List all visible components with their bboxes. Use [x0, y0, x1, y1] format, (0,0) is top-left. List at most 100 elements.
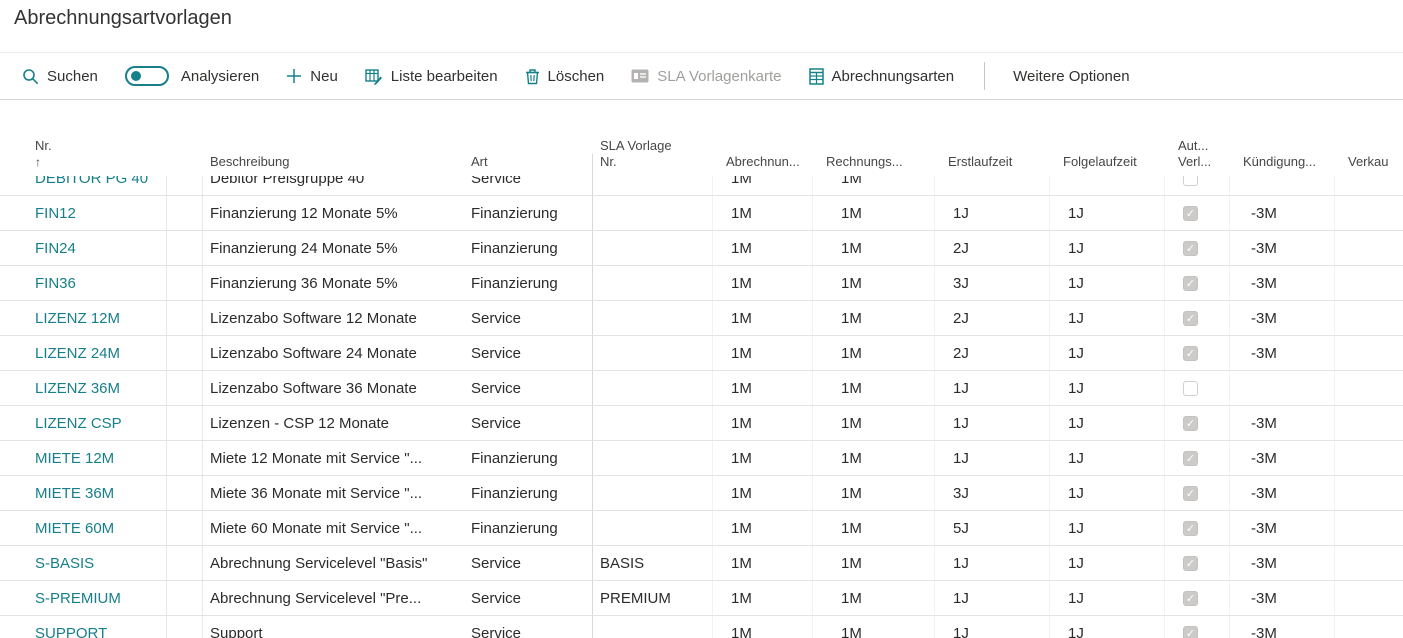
table-row[interactable]: S-PREMIUM Abrechnung Servicelevel "Pre..… — [0, 581, 1403, 616]
table-row[interactable]: LIZENZ 12M Lizenzabo Software 12 Monate … — [0, 301, 1403, 336]
table-row[interactable]: FIN24 Finanzierung 24 Monate 5% Finanzie… — [0, 231, 1403, 266]
cell-sla-vorlage-nr — [593, 371, 713, 405]
column-header-verkauf[interactable]: Verkau — [1348, 154, 1389, 169]
column-header-aut-verl[interactable]: Aut... Verl... — [1178, 138, 1212, 169]
cell-nr-link[interactable]: LIZENZ 12M — [30, 301, 167, 335]
table-row[interactable]: FIN36 Finanzierung 36 Monate 5% Finanzie… — [0, 266, 1403, 301]
cell-kuendigung: -3M — [1230, 616, 1335, 638]
list-rows-viewport: DEBITOR PG 40 Debitor Preisgruppe 40 Ser… — [0, 176, 1403, 638]
sla-vorlagenkarte-label: SLA Vorlagenkarte — [657, 67, 782, 85]
cell-aut-verl — [1165, 406, 1230, 440]
cell-art: Service — [455, 406, 593, 440]
cell-aut-verl — [1165, 266, 1230, 300]
table-row[interactable]: MIETE 12M Miete 12 Monate mit Service ".… — [0, 441, 1403, 476]
cell-spacer — [167, 476, 203, 510]
row-gutter — [0, 336, 30, 370]
cell-nr-link[interactable]: FIN24 — [30, 231, 167, 265]
table-row[interactable]: LIZENZ 36M Lizenzabo Software 36 Monate … — [0, 371, 1403, 406]
aut-verl-checkbox — [1183, 380, 1198, 396]
cell-erstlaufzeit: 1J — [935, 581, 1050, 615]
cell-verkauf — [1335, 511, 1403, 545]
table-row[interactable]: DEBITOR PG 40 Debitor Preisgruppe 40 Ser… — [0, 176, 1403, 196]
cell-verkauf — [1335, 266, 1403, 300]
column-header-art[interactable]: Art — [455, 154, 593, 176]
cell-beschreibung: Miete 60 Monate mit Service "... — [210, 519, 423, 537]
sla-vorlagenkarte-button: SLA Vorlagenkarte — [631, 67, 782, 85]
cell-folgelaufzeit: 1J — [1050, 616, 1165, 638]
cell-erstlaufzeit: 1J — [935, 441, 1050, 475]
cell-folgelaufzeit: 1J — [1050, 441, 1165, 475]
cell-sla-vorlage-nr — [593, 231, 713, 265]
delete-button[interactable]: Löschen — [525, 68, 604, 85]
new-button[interactable]: Neu — [286, 68, 338, 85]
table-row[interactable]: LIZENZ 24M Lizenzabo Software 24 Monate … — [0, 336, 1403, 371]
table-row[interactable]: S-BASIS Abrechnung Servicelevel "Basis" … — [0, 546, 1403, 581]
column-header-nr[interactable]: Nr. ↑ — [30, 122, 167, 176]
cell-nr-link[interactable]: MIETE 60M — [30, 511, 167, 545]
cell-erstlaufzeit: 2J — [935, 231, 1050, 265]
cell-rechnungsstellung: 1M — [813, 371, 935, 405]
search-label: Suchen — [47, 67, 98, 85]
cell-erstlaufzeit: 1J — [935, 406, 1050, 440]
column-header-row: Nr. ↑ Beschreibung Art SLA Vorlage Nr. A… — [0, 100, 1403, 176]
cell-art: Service — [455, 581, 593, 615]
cell-spacer — [167, 406, 203, 440]
column-header-kuendigung[interactable]: Kündigung... — [1243, 154, 1317, 169]
cell-nr-link[interactable]: SUPPORT — [30, 616, 167, 638]
cell-art: Finanzierung — [455, 511, 593, 545]
aut-verl-checkbox — [1183, 520, 1198, 536]
aut-verl-checkbox — [1183, 310, 1198, 326]
cell-nr-link[interactable]: DEBITOR PG 40 — [30, 176, 167, 195]
column-header-rechnung[interactable]: Rechnungs... — [826, 154, 903, 169]
cell-folgelaufzeit: 1J — [1050, 301, 1165, 335]
cell-nr-link[interactable]: S-BASIS — [30, 546, 167, 580]
cell-aut-verl — [1165, 176, 1230, 195]
row-gutter — [0, 546, 30, 580]
search-button[interactable]: Suchen — [22, 68, 98, 85]
analyze-toggle[interactable] — [124, 66, 169, 86]
cell-nr-link[interactable]: FIN12 — [30, 196, 167, 230]
table-row[interactable]: FIN12 Finanzierung 12 Monate 5% Finanzie… — [0, 196, 1403, 231]
column-header-beschreibung[interactable]: Beschreibung — [210, 154, 290, 169]
cell-folgelaufzeit: 1J — [1050, 231, 1165, 265]
edit-list-label: Liste bearbeiten — [390, 67, 498, 85]
cell-nr-link[interactable]: S-PREMIUM — [30, 581, 167, 615]
cell-spacer — [167, 231, 203, 265]
cell-verkauf — [1335, 476, 1403, 510]
column-header-sla-vorlage-nr[interactable]: SLA Vorlage Nr. — [600, 138, 672, 169]
cell-aut-verl — [1165, 336, 1230, 370]
cell-kuendigung: -3M — [1230, 406, 1335, 440]
action-toolbar: Suchen Analysieren Neu Liste bea — [0, 52, 1403, 100]
cell-aut-verl — [1165, 581, 1230, 615]
cell-aut-verl — [1165, 476, 1230, 510]
cell-folgelaufzeit: 1J — [1050, 336, 1165, 370]
cell-sla-vorlage-nr — [593, 266, 713, 300]
table-row[interactable]: MIETE 60M Miete 60 Monate mit Service ".… — [0, 511, 1403, 546]
cell-beschreibung: Lizenzabo Software 12 Monate — [210, 309, 417, 327]
cell-nr-link[interactable]: LIZENZ CSP — [30, 406, 167, 440]
search-icon — [22, 68, 39, 85]
cell-nr-link[interactable]: MIETE 36M — [30, 476, 167, 510]
cell-art: Finanzierung — [455, 441, 593, 475]
edit-list-button[interactable]: Liste bearbeiten — [365, 68, 498, 85]
cell-nr-link[interactable]: LIZENZ 24M — [30, 336, 167, 370]
cell-abrechnungsrhythmus: 1M — [713, 371, 813, 405]
table-row[interactable]: LIZENZ CSP Lizenzen - CSP 12 Monate Serv… — [0, 406, 1403, 441]
column-header-erstlaufzeit[interactable]: Erstlaufzeit — [948, 154, 1013, 169]
abrechnungsarten-button[interactable]: Abrechnungsarten — [808, 68, 954, 85]
cell-art: Finanzierung — [455, 266, 593, 300]
cell-kuendigung — [1230, 371, 1335, 405]
cell-rechnungsstellung: 1M — [813, 406, 935, 440]
column-header-folgelaufzeit[interactable]: Folgelaufzeit — [1063, 154, 1137, 169]
cell-nr-link[interactable]: FIN36 — [30, 266, 167, 300]
table-row[interactable]: SUPPORT Support Service 1M 1M 1J 1J -3M — [0, 616, 1403, 638]
cell-rechnungsstellung: 1M — [813, 476, 935, 510]
column-header-abrechnung[interactable]: Abrechnun... — [726, 154, 800, 169]
more-options-button[interactable]: Weitere Optionen — [1013, 67, 1130, 85]
table-row[interactable]: MIETE 36M Miete 36 Monate mit Service ".… — [0, 476, 1403, 511]
cell-rechnungsstellung: 1M — [813, 231, 935, 265]
cell-nr-link[interactable]: MIETE 12M — [30, 441, 167, 475]
cell-sla-vorlage-nr: BASIS — [593, 546, 713, 580]
cell-abrechnungsrhythmus: 1M — [713, 476, 813, 510]
cell-nr-link[interactable]: LIZENZ 36M — [30, 371, 167, 405]
